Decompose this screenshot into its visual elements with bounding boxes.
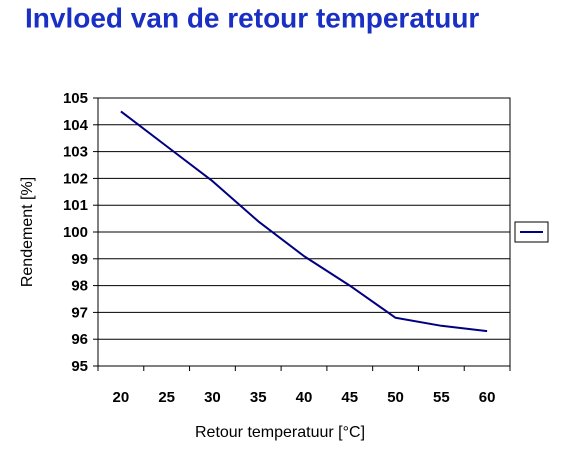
chart-title: Invloed van de retour temperatuur bbox=[25, 2, 479, 33]
y-tick-label: 98 bbox=[71, 278, 88, 295]
y-tick-label: 102 bbox=[63, 170, 88, 187]
x-tick-label: 30 bbox=[204, 389, 221, 406]
y-tick-label: 99 bbox=[71, 251, 88, 268]
y-tick-label: 95 bbox=[71, 358, 88, 375]
y-axis-label: Rendement [%] bbox=[19, 177, 36, 287]
y-tick-label: 96 bbox=[71, 331, 88, 348]
x-tick-label: 35 bbox=[250, 389, 267, 406]
x-tick-label: 25 bbox=[158, 389, 175, 406]
x-tick-label: 45 bbox=[341, 389, 358, 406]
y-tick-label: 105 bbox=[63, 90, 88, 107]
x-tick-label: 55 bbox=[433, 389, 450, 406]
y-tick-label: 97 bbox=[71, 304, 88, 321]
y-tick-label: 103 bbox=[63, 144, 88, 161]
x-axis-label: Retour temperatuur [°C] bbox=[195, 424, 365, 441]
x-tick-label: 40 bbox=[296, 389, 313, 406]
y-tick-label: 101 bbox=[63, 197, 88, 214]
x-tick-label: 50 bbox=[387, 389, 404, 406]
data-line bbox=[120, 110, 488, 333]
y-tick-label: 104 bbox=[63, 117, 89, 134]
y-tick-label: 100 bbox=[63, 224, 88, 241]
x-tick-label: 60 bbox=[479, 389, 496, 406]
x-tick-label: 20 bbox=[113, 389, 130, 406]
